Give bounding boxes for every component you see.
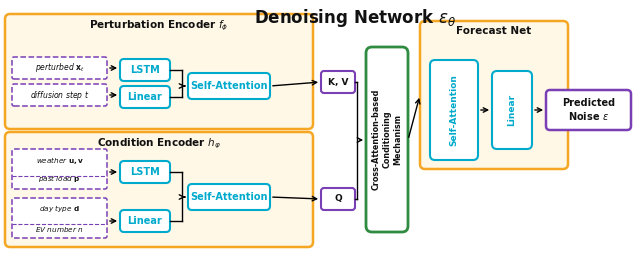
FancyBboxPatch shape	[492, 71, 532, 149]
Text: Self-Attention: Self-Attention	[190, 81, 268, 91]
FancyBboxPatch shape	[12, 57, 107, 79]
FancyBboxPatch shape	[188, 184, 270, 210]
Text: Self-Attention: Self-Attention	[190, 192, 268, 202]
Text: Predicted
Noise $\epsilon$: Predicted Noise $\epsilon$	[562, 98, 615, 122]
FancyBboxPatch shape	[546, 90, 631, 130]
Text: K, V: K, V	[328, 78, 348, 86]
Text: Denoising Network $\epsilon_{\theta}$: Denoising Network $\epsilon_{\theta}$	[254, 7, 456, 29]
FancyBboxPatch shape	[430, 60, 478, 160]
Text: Linear: Linear	[508, 94, 516, 126]
Text: LSTM: LSTM	[130, 167, 160, 177]
FancyBboxPatch shape	[366, 47, 408, 232]
Text: past load $\mathbf{p}$: past load $\mathbf{p}$	[38, 173, 81, 184]
FancyBboxPatch shape	[5, 132, 313, 247]
Text: diffusion step $t$: diffusion step $t$	[30, 89, 89, 101]
Text: EV number $n$: EV number $n$	[35, 225, 84, 233]
Text: Cross-Attention-based
Conditioning
Mechanism: Cross-Attention-based Conditioning Mecha…	[371, 89, 403, 190]
Text: Linear: Linear	[127, 216, 163, 226]
FancyBboxPatch shape	[120, 161, 170, 183]
FancyBboxPatch shape	[321, 188, 355, 210]
Text: Condition Encoder $h_{\varphi}$: Condition Encoder $h_{\varphi}$	[97, 137, 221, 151]
FancyBboxPatch shape	[12, 198, 107, 238]
FancyBboxPatch shape	[321, 71, 355, 93]
FancyBboxPatch shape	[120, 59, 170, 81]
Text: Q: Q	[334, 194, 342, 204]
FancyBboxPatch shape	[12, 84, 107, 106]
Text: LSTM: LSTM	[130, 65, 160, 75]
FancyBboxPatch shape	[5, 14, 313, 129]
Text: day type $\mathbf{d}$: day type $\mathbf{d}$	[39, 204, 80, 215]
FancyBboxPatch shape	[12, 149, 107, 189]
FancyBboxPatch shape	[120, 86, 170, 108]
Text: weather $\mathbf{u,v}$: weather $\mathbf{u,v}$	[35, 155, 83, 166]
Text: Forecast Net: Forecast Net	[456, 26, 532, 36]
FancyBboxPatch shape	[188, 73, 270, 99]
Text: Linear: Linear	[127, 92, 163, 102]
FancyBboxPatch shape	[120, 210, 170, 232]
Text: Perturbation Encoder $f_{\phi}$: Perturbation Encoder $f_{\phi}$	[90, 19, 228, 33]
FancyBboxPatch shape	[420, 21, 568, 169]
Text: perturbed $\mathbf{x}_t$: perturbed $\mathbf{x}_t$	[35, 62, 84, 74]
Text: Self-Attention: Self-Attention	[449, 74, 458, 146]
